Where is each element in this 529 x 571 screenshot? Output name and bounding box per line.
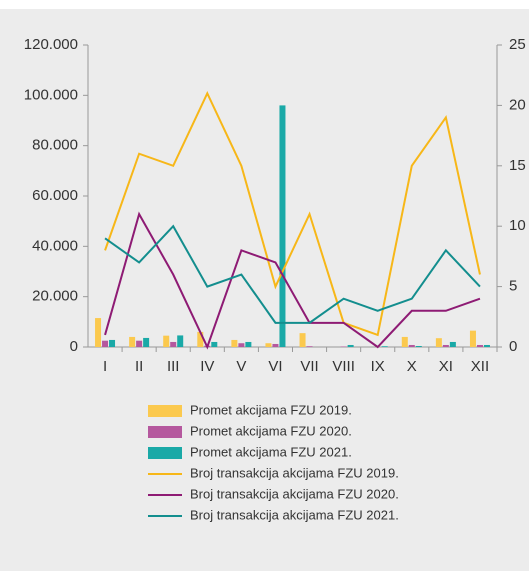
bar xyxy=(177,335,184,347)
bar xyxy=(197,331,204,347)
bar xyxy=(435,338,442,347)
x-tick-label: XI xyxy=(439,358,453,375)
x-tick-label: XII xyxy=(471,358,489,375)
bar xyxy=(238,343,245,347)
bar xyxy=(102,340,109,347)
legend-label: Promet akcijama FZU 2019. xyxy=(190,402,352,417)
y-tick-label: 40.000 xyxy=(32,237,78,254)
y2-tick-label: 10 xyxy=(509,217,526,234)
x-tick-label: X xyxy=(407,358,417,375)
x-tick-label: VII xyxy=(300,358,318,375)
legend-label: Promet akcijama FZU 2020. xyxy=(190,423,352,438)
line xyxy=(104,211,481,350)
x-tick-label: V xyxy=(236,358,246,375)
bar xyxy=(306,346,313,347)
legend-swatch xyxy=(148,426,182,438)
x-tick-label: III xyxy=(167,358,180,375)
bar xyxy=(381,346,388,347)
x-tick-label: I xyxy=(103,358,107,375)
y2-tick-label: 25 xyxy=(509,36,526,53)
bar xyxy=(95,318,102,347)
legend-swatch xyxy=(148,405,182,417)
bar xyxy=(469,330,476,347)
x-tick-label: II xyxy=(135,358,143,375)
bar xyxy=(231,339,238,347)
legend-label: Broj transakcija akcijama FZU 2019. xyxy=(190,465,399,480)
y-tick-label: 60.000 xyxy=(32,187,78,204)
legend-label: Broj transakcija akcijama FZU 2021. xyxy=(190,507,399,522)
y-tick-label: 0 xyxy=(70,338,78,355)
bar xyxy=(163,335,170,347)
line xyxy=(104,90,481,337)
x-tick-label: IV xyxy=(200,358,214,375)
bar xyxy=(170,341,177,347)
bar xyxy=(279,105,286,348)
bar xyxy=(272,343,279,347)
bar xyxy=(483,344,490,347)
bar xyxy=(299,333,306,347)
bar xyxy=(265,343,272,347)
bar xyxy=(449,341,456,347)
bar xyxy=(442,344,449,347)
bar xyxy=(109,339,116,347)
bar xyxy=(340,346,347,347)
y-tick-label: 120.000 xyxy=(24,36,78,53)
bar xyxy=(143,337,150,347)
legend-label: Promet akcijama FZU 2021. xyxy=(190,444,352,459)
bar xyxy=(136,340,143,347)
bar xyxy=(408,344,415,347)
y2-tick-label: 5 xyxy=(509,278,517,295)
x-tick-label: IX xyxy=(371,358,385,375)
bar xyxy=(211,341,218,347)
bar xyxy=(129,336,136,347)
legend-swatch xyxy=(148,447,182,459)
x-tick-label: VIII xyxy=(332,358,355,375)
y2-tick-label: 0 xyxy=(509,338,517,355)
y-tick-label: 20.000 xyxy=(32,288,78,305)
bar xyxy=(245,341,252,347)
bar xyxy=(415,345,422,347)
y2-tick-label: 15 xyxy=(509,157,526,174)
y-tick-label: 100.000 xyxy=(24,86,78,103)
bar xyxy=(401,336,408,347)
legend-label: Broj transakcija akcijama FZU 2020. xyxy=(190,486,399,501)
x-tick-label: VI xyxy=(268,358,282,375)
y-tick-label: 80.000 xyxy=(32,137,78,154)
y2-tick-label: 20 xyxy=(509,96,526,113)
line xyxy=(104,224,481,324)
bar xyxy=(347,344,354,347)
bar xyxy=(476,344,483,347)
